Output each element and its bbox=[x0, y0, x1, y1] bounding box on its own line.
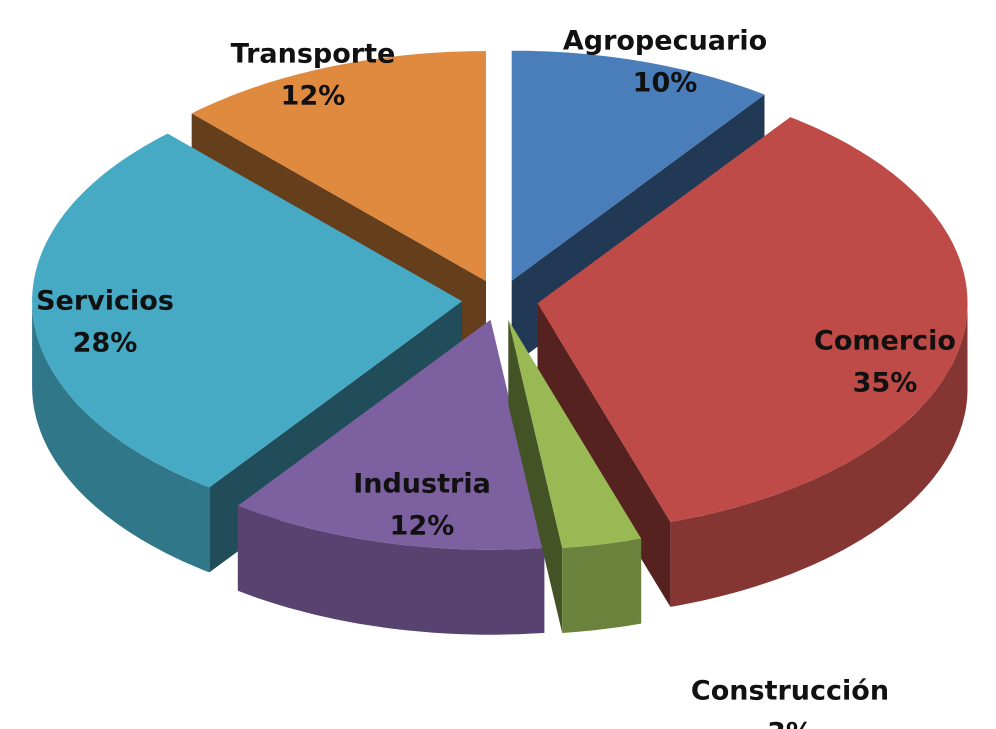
slice-label: Servicios bbox=[36, 286, 174, 317]
slice-label: Construcción bbox=[691, 676, 889, 707]
slice-label: Transporte bbox=[231, 39, 396, 70]
slice-side bbox=[237, 505, 545, 635]
slice-side bbox=[562, 538, 642, 633]
slice-side bbox=[508, 319, 563, 633]
slice-top bbox=[508, 319, 642, 548]
slice bbox=[537, 117, 968, 607]
slice-top bbox=[32, 133, 463, 488]
slice-value-label: 12% bbox=[390, 511, 455, 542]
slice-value-label: 12% bbox=[281, 81, 346, 112]
slice bbox=[237, 319, 545, 635]
slice-value-label: 35% bbox=[853, 368, 918, 399]
slice-side bbox=[32, 301, 210, 573]
slice-value-label: 10% bbox=[633, 68, 698, 99]
slice-top bbox=[237, 319, 545, 550]
slice-label: Agropecuario bbox=[563, 26, 767, 57]
slice-value-label: 3% bbox=[767, 718, 813, 729]
slice-top bbox=[191, 51, 486, 282]
slice-side bbox=[670, 303, 968, 607]
slice-label: Industria bbox=[353, 469, 491, 500]
slice-value-label: 28% bbox=[73, 328, 138, 359]
slice-label: Comercio bbox=[814, 326, 956, 357]
slice bbox=[508, 319, 642, 633]
slice-top bbox=[511, 50, 765, 281]
slice-side bbox=[537, 303, 671, 607]
slice-top bbox=[537, 117, 968, 522]
